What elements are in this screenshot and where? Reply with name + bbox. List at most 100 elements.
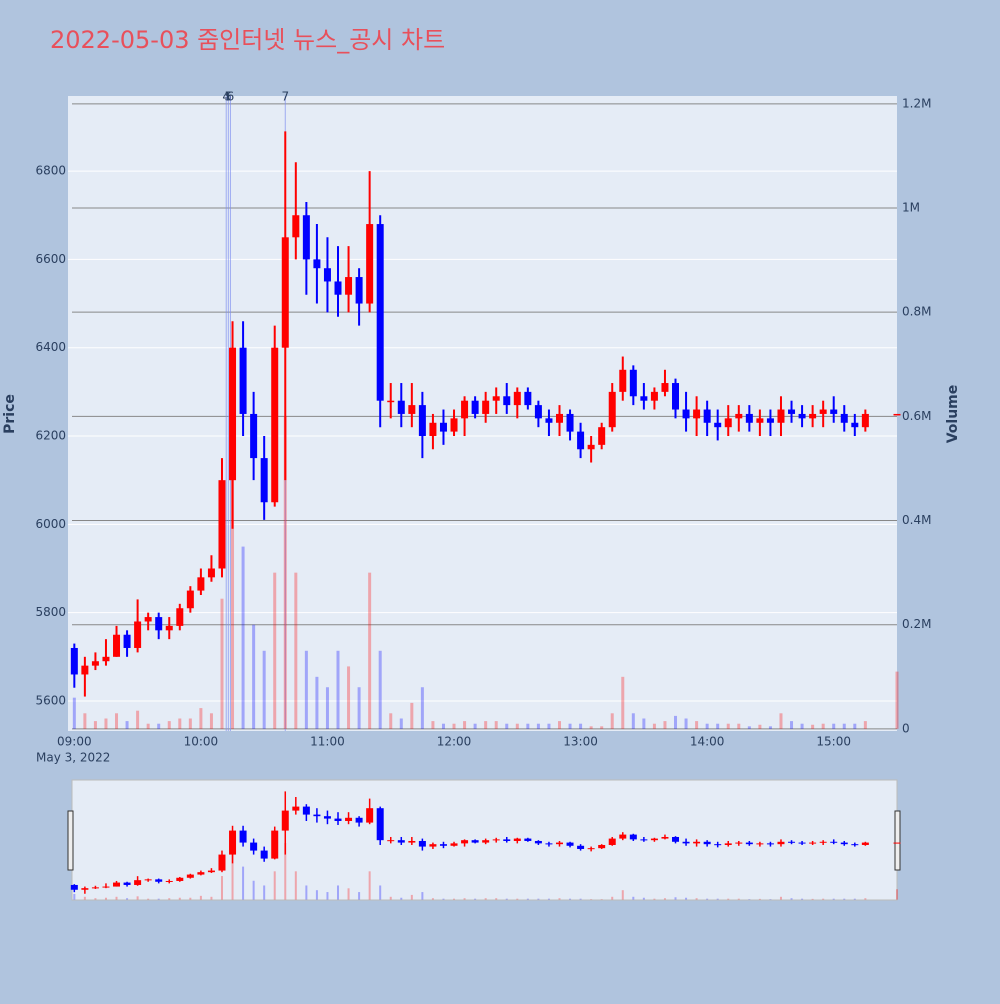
mini-candle-body bbox=[398, 840, 405, 842]
candle-body bbox=[672, 383, 679, 409]
volume-bar bbox=[463, 721, 466, 729]
mini-candle-body bbox=[567, 843, 574, 846]
y-tick-label: 6600 bbox=[35, 252, 66, 266]
mini-volume-bar bbox=[822, 899, 824, 900]
mini-candle-body bbox=[472, 840, 479, 842]
mini-volume-bar bbox=[358, 892, 360, 900]
y2-tick-label: 0.2M bbox=[902, 617, 931, 631]
x-tick-label: 14:00 bbox=[690, 735, 725, 749]
x-tick-label: 13:00 bbox=[563, 735, 598, 749]
mini-candle-body bbox=[71, 885, 78, 890]
volume-bar bbox=[790, 721, 793, 729]
y2-tick-label: 0.8M bbox=[902, 305, 931, 319]
mini-volume-bar bbox=[274, 871, 276, 899]
candle-body bbox=[472, 401, 479, 414]
mini-volume-bar bbox=[717, 899, 719, 900]
mini-candle-body bbox=[820, 842, 827, 843]
candle-body bbox=[693, 410, 700, 419]
mini-volume-bar bbox=[189, 898, 191, 900]
mini-candle-body bbox=[345, 818, 352, 821]
volume-bar bbox=[621, 677, 624, 729]
mini-volume-bar bbox=[316, 890, 318, 899]
volume-bar bbox=[389, 713, 392, 729]
mini-candle-body bbox=[619, 835, 626, 839]
mini-volume-bar bbox=[727, 899, 729, 900]
mini-candle-body bbox=[324, 816, 331, 818]
candle-body bbox=[208, 568, 215, 577]
mini-volume-bar bbox=[706, 899, 708, 900]
candle-body bbox=[577, 432, 584, 450]
candle-body bbox=[482, 401, 489, 414]
candle-body bbox=[725, 418, 732, 427]
candle-body bbox=[92, 661, 99, 665]
volume-bar bbox=[558, 721, 561, 729]
mini-volume-bar bbox=[379, 885, 381, 899]
y2-tick-label: 1.2M bbox=[902, 96, 931, 110]
mini-candle-body bbox=[366, 808, 373, 822]
candle-body bbox=[113, 635, 120, 657]
volume-bar bbox=[431, 721, 434, 729]
volume-bar bbox=[811, 725, 814, 729]
slider-handle[interactable] bbox=[68, 811, 73, 870]
volume-bar bbox=[779, 713, 782, 729]
candle-body bbox=[240, 348, 247, 414]
candle-body bbox=[651, 392, 658, 401]
candle-body bbox=[661, 383, 668, 392]
mini-volume-bar bbox=[537, 899, 539, 900]
mini-volume-bar bbox=[685, 898, 687, 900]
candle-body bbox=[71, 648, 78, 674]
mini-candle-body bbox=[767, 843, 774, 844]
candle-body bbox=[134, 621, 141, 647]
volume-bar bbox=[569, 724, 572, 729]
candle-body bbox=[250, 414, 257, 458]
y2-tick-label: 0.4M bbox=[902, 513, 931, 527]
x-tick-label: 11:00 bbox=[310, 735, 345, 749]
mini-volume-bar bbox=[464, 898, 466, 899]
mini-volume-bar bbox=[558, 898, 560, 899]
candle-body bbox=[440, 423, 447, 432]
candle-body bbox=[313, 259, 320, 268]
y-tick-label: 6200 bbox=[35, 429, 66, 443]
mini-candle-body bbox=[609, 839, 616, 845]
mini-volume-bar bbox=[843, 899, 845, 900]
mini-candle-body bbox=[714, 844, 721, 845]
mini-candle-body bbox=[651, 839, 658, 841]
mini-candle-body bbox=[134, 880, 141, 885]
mini-candle-body bbox=[440, 844, 447, 846]
mini-volume-bar bbox=[675, 897, 677, 899]
mini-candle-body bbox=[429, 844, 436, 846]
mini-volume-bar bbox=[527, 899, 529, 900]
candle-body bbox=[292, 215, 299, 237]
mini-candle-body bbox=[166, 881, 173, 882]
mini-candle-body bbox=[672, 837, 679, 842]
volume-bar bbox=[822, 724, 825, 729]
volume-bar bbox=[136, 711, 139, 729]
candle-body bbox=[524, 392, 531, 405]
mini-volume-bar bbox=[263, 885, 265, 899]
candle-body bbox=[81, 666, 88, 675]
candle-body bbox=[419, 405, 426, 436]
volume-bar bbox=[642, 718, 645, 728]
range-slider[interactable] bbox=[72, 780, 897, 900]
candle-body bbox=[862, 414, 869, 427]
annotation-text: 6 bbox=[227, 90, 235, 104]
volume-bar bbox=[832, 724, 835, 729]
y-tick-label: 5600 bbox=[35, 693, 66, 707]
volume-bar bbox=[199, 708, 202, 729]
volume-bar bbox=[115, 713, 118, 729]
candle-body bbox=[451, 418, 458, 431]
mini-candle-body bbox=[292, 807, 299, 811]
candle-body bbox=[567, 414, 574, 432]
mini-candle-body bbox=[482, 840, 489, 842]
slider-handle[interactable] bbox=[895, 811, 900, 870]
mini-volume-bar bbox=[738, 899, 740, 900]
mini-candle-body bbox=[777, 842, 784, 844]
candle-body bbox=[767, 418, 774, 422]
volume-bar bbox=[600, 726, 603, 729]
volume-bar bbox=[611, 713, 614, 729]
volume-bar bbox=[368, 573, 371, 729]
volume-bar bbox=[379, 651, 382, 729]
mini-volume-bar bbox=[421, 892, 423, 900]
volume-bar bbox=[453, 724, 456, 729]
volume-bar bbox=[252, 625, 255, 729]
